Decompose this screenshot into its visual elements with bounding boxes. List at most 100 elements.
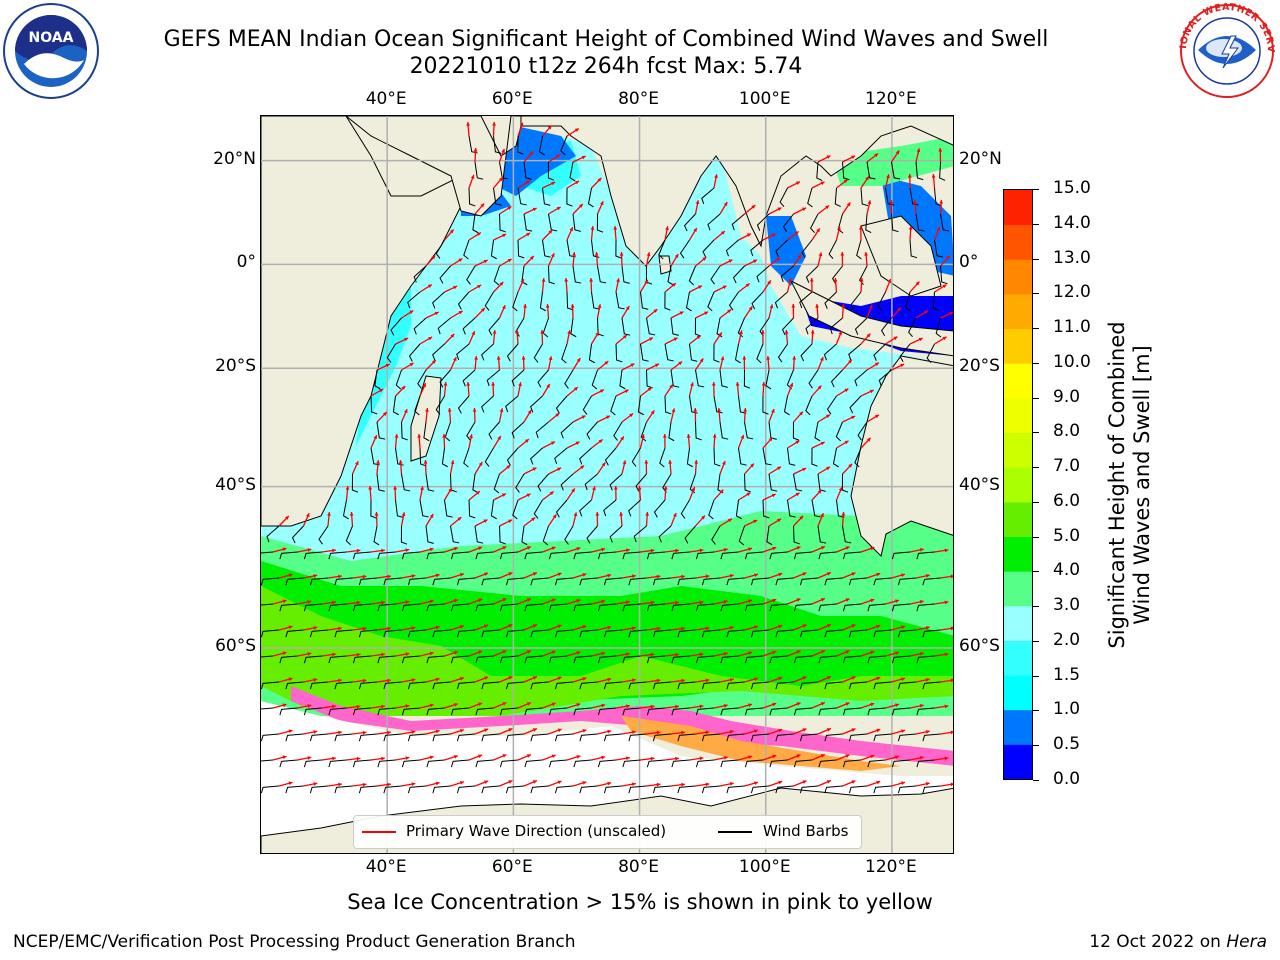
wind-barb bbox=[842, 759, 862, 768]
longitude-label: 80°E bbox=[618, 89, 659, 109]
wave-direction-arrowhead bbox=[950, 782, 953, 787]
colorbar-segment bbox=[1004, 190, 1032, 226]
colorbar-segment bbox=[1004, 675, 1032, 711]
wind-barb bbox=[524, 551, 543, 560]
wind-barb bbox=[566, 291, 574, 311]
wind-barb bbox=[468, 499, 476, 519]
wind-barb bbox=[597, 707, 617, 716]
wave-direction-arrowhead bbox=[376, 460, 380, 464]
wave-direction-arrowhead bbox=[838, 487, 843, 492]
wave-direction-arrowhead bbox=[595, 332, 599, 337]
wind-barb bbox=[309, 733, 329, 742]
wind-barb bbox=[572, 213, 581, 232]
wave-direction-arrowhead bbox=[841, 512, 846, 516]
wave-direction-arrowhead bbox=[845, 702, 850, 706]
wave-direction-arrowhead bbox=[826, 572, 831, 576]
wave-direction-arrowhead bbox=[696, 335, 701, 340]
wave-direction-arrowhead bbox=[409, 310, 414, 315]
wave-direction-arrowhead bbox=[925, 730, 930, 734]
colorbar-tick-label: 0.5 bbox=[1053, 734, 1081, 755]
wind-barb bbox=[671, 655, 690, 664]
wind-barb bbox=[266, 525, 280, 543]
colorbar-tick-label: 9.0 bbox=[1053, 386, 1081, 407]
wave-direction-arrowhead bbox=[484, 780, 489, 785]
wind-barb bbox=[285, 785, 304, 794]
wave-direction-arrowhead bbox=[663, 486, 668, 490]
wind-barb bbox=[579, 681, 598, 690]
wind-barb bbox=[762, 447, 772, 466]
wave-direction-arrowhead bbox=[447, 408, 452, 412]
wave-direction-arrowhead bbox=[799, 515, 804, 520]
longitude-label: 60°E bbox=[491, 89, 533, 109]
wind-barb bbox=[707, 291, 715, 312]
longitude-label: 120°E bbox=[865, 89, 917, 109]
wave-direction-arrowhead bbox=[599, 389, 604, 393]
colorbar-segment bbox=[1004, 328, 1032, 364]
wave-direction-arrowhead bbox=[478, 462, 483, 467]
wave-direction-arrowhead bbox=[717, 408, 722, 412]
wind-barb bbox=[811, 499, 821, 518]
wind-barb bbox=[597, 265, 607, 284]
wind-barb bbox=[493, 473, 500, 494]
wave-direction-arrowhead bbox=[874, 153, 879, 158]
wave-direction-arrowhead bbox=[548, 230, 553, 234]
wind-barb bbox=[524, 759, 543, 768]
wind-barb bbox=[537, 369, 549, 388]
wind-barb bbox=[713, 447, 721, 467]
wind-barb bbox=[646, 603, 666, 612]
wind-barb bbox=[425, 525, 434, 544]
wave-direction-arrowhead bbox=[802, 572, 807, 576]
wave-direction-arrowhead bbox=[582, 625, 587, 629]
map-legend: Primary Wave Direction (unscaled) Wind B… bbox=[353, 815, 862, 849]
wind-barb bbox=[832, 447, 839, 468]
wind-barb bbox=[328, 603, 347, 612]
wind-barb bbox=[303, 707, 323, 716]
wave-direction-arrowhead bbox=[723, 703, 728, 708]
wave-direction-arrowhead bbox=[750, 463, 754, 468]
wave-direction-arrowhead bbox=[653, 309, 658, 313]
wave-direction-arrowhead bbox=[332, 548, 336, 553]
wave-direction-arrowhead bbox=[576, 358, 581, 363]
wave-direction-arrowhead bbox=[443, 382, 448, 386]
wave-direction-arrowhead bbox=[712, 434, 717, 438]
wind-barb bbox=[702, 239, 715, 258]
colorbar-segment bbox=[1004, 224, 1032, 260]
wave-direction-arrowhead bbox=[616, 278, 620, 283]
wave-direction-arrowhead bbox=[307, 652, 312, 656]
wind-barb bbox=[800, 343, 813, 362]
wind-barb bbox=[383, 785, 402, 794]
wave-direction-arrowhead bbox=[508, 676, 513, 680]
wave-direction-arrowhead bbox=[845, 598, 850, 602]
wave-direction-arrowhead bbox=[876, 624, 881, 629]
wind-barb bbox=[686, 447, 693, 468]
wind-barb bbox=[401, 759, 421, 768]
wind-barb bbox=[720, 759, 739, 768]
wave-direction-arrowhead bbox=[742, 356, 747, 360]
wave-direction-arrowhead bbox=[604, 361, 609, 365]
wind-barb bbox=[456, 681, 476, 690]
wave-direction-arrowhead bbox=[597, 304, 602, 309]
wind-barb bbox=[426, 759, 445, 768]
wind-barb bbox=[777, 343, 788, 363]
wave-direction-arrowhead bbox=[576, 547, 581, 551]
wave-direction-arrowhead bbox=[576, 755, 581, 759]
wave-direction-arrowhead bbox=[429, 547, 434, 552]
wind-barb bbox=[726, 577, 745, 586]
wave-direction-arrowhead bbox=[950, 574, 953, 579]
wave-direction-arrowhead bbox=[632, 782, 636, 787]
wave-direction-arrowhead bbox=[796, 598, 801, 602]
wave-direction-arrowhead bbox=[772, 754, 777, 759]
wind-barb bbox=[481, 343, 494, 361]
wind-barb bbox=[891, 551, 911, 560]
wind-barb bbox=[728, 291, 739, 311]
wind-barb bbox=[597, 603, 617, 612]
wind-barb bbox=[400, 525, 408, 545]
wind-barb bbox=[653, 499, 666, 518]
wind-barb bbox=[523, 161, 532, 180]
wind-barb bbox=[566, 187, 573, 207]
wind-barb bbox=[285, 733, 304, 742]
wave-direction-arrowhead bbox=[673, 512, 677, 517]
wind-barb bbox=[610, 395, 617, 416]
wind-barb bbox=[441, 447, 448, 468]
wave-direction-arrowhead bbox=[356, 548, 361, 553]
